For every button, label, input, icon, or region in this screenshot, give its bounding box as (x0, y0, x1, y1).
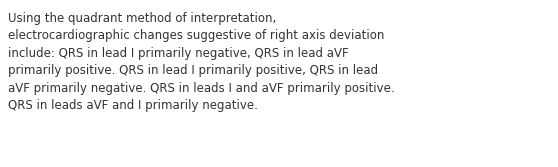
Text: Using the quadrant method of interpretation,
electrocardiographic changes sugges: Using the quadrant method of interpretat… (8, 12, 395, 112)
